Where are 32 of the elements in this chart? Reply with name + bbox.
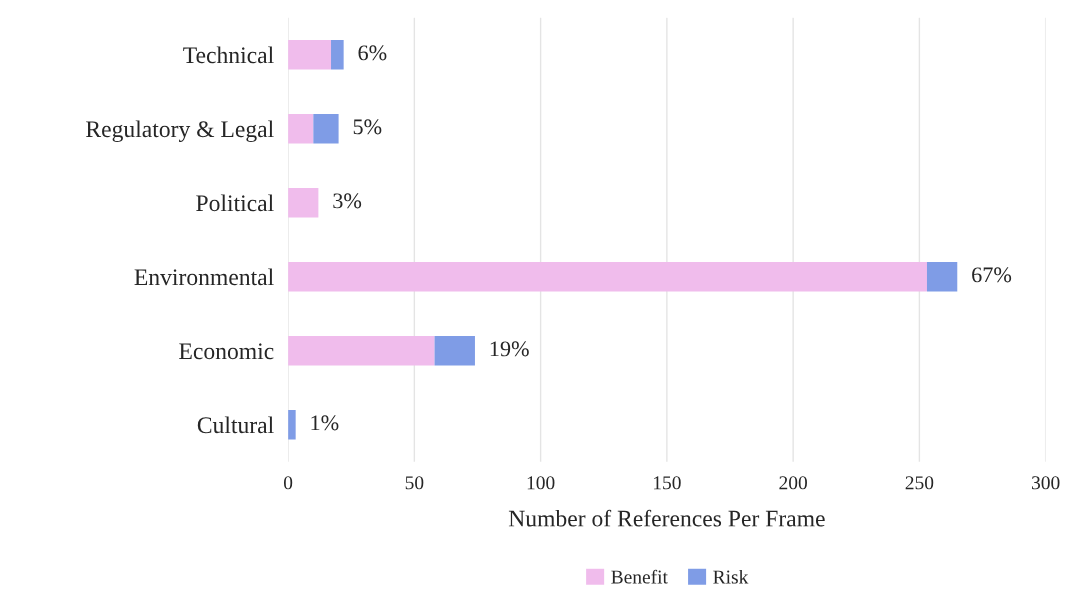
- y-tick-label: Economic: [179, 343, 274, 360]
- y-tick-label: Regulatory & Legal: [86, 120, 274, 143]
- x-tick-label: 50: [405, 476, 424, 490]
- bar: [288, 187, 319, 218]
- annotation: 1%: [311, 415, 339, 431]
- x-tick-label: 300: [1032, 476, 1060, 490]
- x-tick-label: 0: [283, 476, 293, 490]
- annotation: 5%: [353, 119, 382, 135]
- y-tick-label: Environmental: [134, 268, 274, 286]
- bar: [288, 39, 332, 70]
- annotation: 67%: [972, 267, 1012, 283]
- bar: [288, 409, 296, 440]
- annotation: 3%: [333, 193, 362, 209]
- bar: [288, 335, 435, 366]
- x-tick-label: 150: [654, 476, 681, 490]
- x-tick-label: 250: [905, 476, 934, 490]
- bar: [288, 113, 314, 144]
- bar: [313, 113, 339, 144]
- bar: [434, 335, 475, 366]
- y-tick-label: Technical: [183, 46, 274, 64]
- bar: [288, 261, 927, 292]
- x-axis-title: Number of References Per Frame: [508, 509, 825, 527]
- bar: [926, 261, 958, 292]
- legend-label: Risk: [713, 569, 749, 584]
- y-tick-label: Political: [196, 194, 274, 212]
- annotation: 19%: [490, 341, 529, 357]
- legend-label: Benefit: [611, 569, 668, 584]
- bar: [331, 39, 344, 70]
- x-tick-label: 100: [527, 476, 555, 490]
- x-tick-label: 200: [779, 476, 807, 490]
- y-tick-label: Cultural: [197, 416, 274, 434]
- annotation: 6%: [358, 45, 387, 61]
